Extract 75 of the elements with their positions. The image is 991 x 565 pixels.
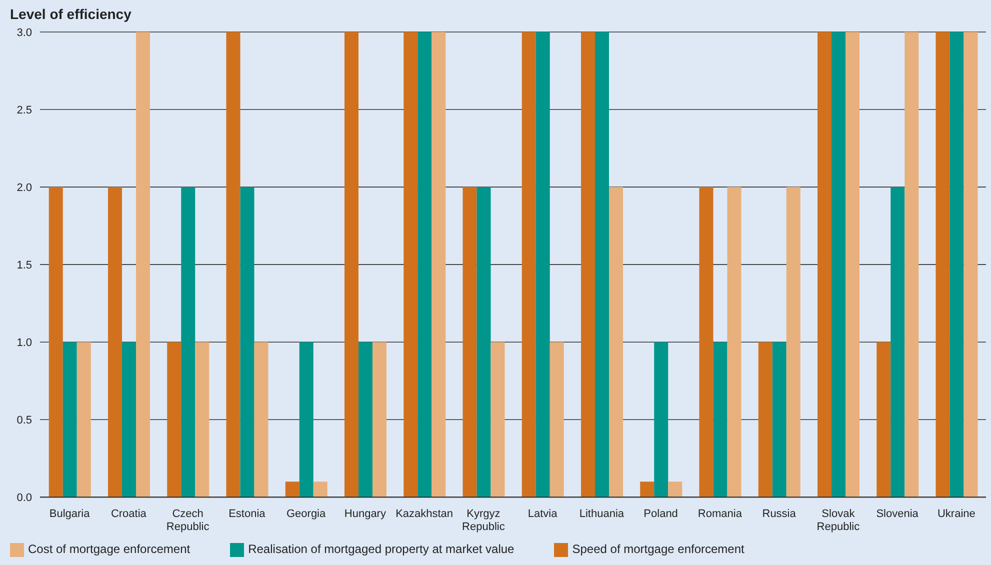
bar: [580, 32, 595, 498]
bar: [654, 342, 668, 498]
x-tick-label: Russia: [762, 508, 797, 520]
bar: [285, 482, 300, 498]
bar: [550, 342, 564, 498]
x-tick-label: Lithuania: [579, 508, 625, 520]
x-tick-label: Latvia: [528, 508, 558, 520]
bar: [522, 32, 536, 498]
x-tick-label: Poland: [644, 508, 678, 520]
bar: [240, 187, 254, 498]
legend-label: Cost of mortgage enforcement: [28, 542, 190, 556]
bar: [418, 32, 432, 498]
y-tick-label: 2.5: [16, 104, 32, 116]
bar: [462, 187, 477, 498]
bar: [786, 187, 800, 498]
legend-label: Speed of mortgage enforcement: [572, 542, 744, 556]
bar: [108, 187, 122, 498]
bar: [76, 342, 91, 498]
bar: [299, 342, 314, 498]
legend-label: Realisation of mortgaged property at market value: [248, 542, 514, 556]
bar: [831, 32, 846, 498]
x-tick-label: Georgia: [286, 508, 327, 520]
x-tick-label: Ukraine: [937, 508, 976, 520]
x-tick-label: Bulgaria: [49, 508, 91, 520]
bar: [772, 342, 786, 498]
bar: [536, 32, 550, 498]
bar: [122, 342, 136, 498]
x-tick-label: Romania: [698, 508, 743, 520]
x-tick-label: Kyrgyz Republic: [462, 508, 506, 534]
bar: [950, 32, 964, 498]
bar: [372, 342, 386, 498]
bar: [890, 187, 905, 498]
y-tick-label: 0.5: [16, 414, 32, 427]
bar: [640, 482, 654, 498]
x-tick-label: Czech Republic: [166, 508, 210, 534]
bar: [608, 187, 623, 498]
bar: [195, 342, 210, 498]
bar: [432, 32, 446, 498]
chart-title: Level of efficiency: [10, 6, 132, 22]
x-tick-label: Hungary: [344, 508, 386, 520]
bar: [904, 32, 919, 498]
bar: [48, 187, 63, 498]
bar: [136, 32, 150, 498]
bar: [404, 32, 418, 498]
bar: [490, 342, 505, 498]
bar: [226, 32, 240, 498]
bar: [254, 342, 268, 498]
bar: [936, 32, 950, 498]
bar: [358, 342, 372, 498]
bar: [876, 342, 891, 498]
bar: [845, 32, 860, 498]
bar: [344, 32, 358, 498]
bar: [594, 32, 609, 498]
bar: [181, 187, 196, 498]
x-tick-label: Slovak Republic: [816, 508, 860, 534]
x-tick-label: Croatia: [110, 508, 148, 520]
bar: [313, 482, 328, 498]
bar: [699, 187, 714, 498]
y-tick-label: 3.0: [16, 26, 32, 39]
bar: [964, 32, 978, 498]
bar: [668, 482, 682, 498]
x-tick-label: Slovenia: [876, 508, 920, 520]
bar: [713, 342, 728, 498]
y-tick-label: 0.0: [16, 492, 32, 504]
y-tick-label: 1.0: [16, 337, 32, 350]
x-tick-label: Estonia: [228, 508, 266, 520]
bar: [62, 342, 77, 498]
bar: [758, 342, 772, 498]
bar: [167, 342, 182, 498]
bar: [476, 187, 491, 498]
y-tick-label: 1.5: [16, 259, 32, 272]
bar: [817, 32, 832, 498]
y-tick-label: 2.0: [16, 182, 32, 194]
bar: [727, 187, 742, 498]
x-tick-label: Kazakhstan: [396, 508, 454, 520]
